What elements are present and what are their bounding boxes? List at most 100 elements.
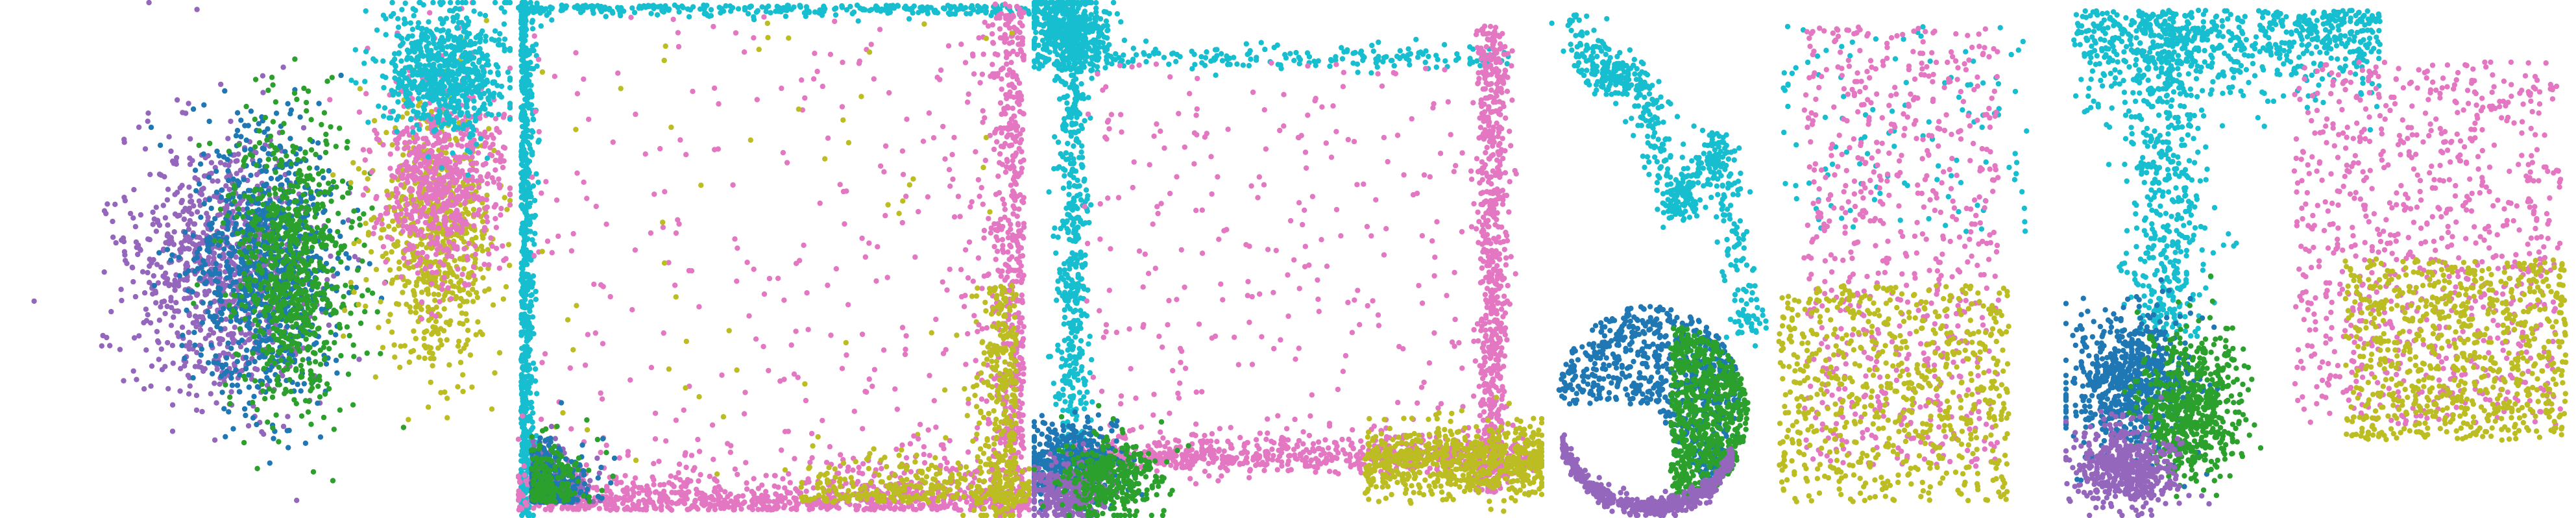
point (430, 142, 437, 149)
point (274, 207, 280, 213)
point (264, 361, 271, 367)
point (389, 280, 395, 286)
point (302, 219, 308, 225)
point (502, 46, 508, 52)
point (201, 201, 207, 207)
point (327, 97, 333, 103)
point (439, 124, 444, 130)
point (304, 108, 310, 114)
point (254, 367, 260, 373)
point (395, 114, 402, 119)
point (345, 371, 352, 377)
point (269, 354, 275, 360)
point (380, 12, 387, 18)
point (175, 280, 181, 286)
point (246, 372, 252, 378)
point (147, 256, 152, 262)
point (196, 198, 202, 204)
point (213, 168, 219, 174)
point (449, 51, 456, 57)
point (376, 103, 382, 109)
point (481, 143, 488, 149)
point (186, 329, 191, 336)
point (442, 214, 448, 220)
point (313, 297, 319, 303)
point (491, 147, 497, 153)
point (264, 225, 271, 230)
point (317, 154, 322, 160)
point (192, 342, 198, 348)
point (228, 389, 234, 395)
point (400, 290, 406, 295)
point (268, 204, 274, 210)
point (302, 149, 308, 155)
point (233, 254, 239, 260)
point (527, 185, 533, 191)
point (156, 250, 162, 256)
point (256, 128, 262, 134)
point (230, 279, 236, 286)
point (261, 182, 267, 189)
point (275, 281, 281, 287)
point (391, 342, 397, 348)
point (309, 244, 315, 251)
point (334, 271, 341, 277)
point (248, 147, 254, 153)
point (402, 65, 408, 71)
point (345, 139, 350, 145)
point (473, 332, 479, 338)
point (394, 129, 400, 134)
point (420, 53, 426, 59)
point (439, 47, 446, 53)
point (461, 265, 467, 272)
point (226, 299, 232, 304)
point (252, 188, 258, 194)
point (215, 178, 221, 184)
point (268, 250, 274, 256)
point (219, 389, 225, 395)
point (174, 190, 180, 195)
point (196, 181, 202, 187)
point (402, 343, 408, 349)
point (314, 291, 320, 297)
point (187, 383, 193, 389)
point (244, 347, 250, 353)
point (230, 339, 236, 346)
point (424, 254, 430, 260)
point (310, 177, 316, 182)
point (245, 201, 251, 206)
point (383, 32, 389, 38)
point (241, 439, 247, 446)
point (169, 343, 176, 349)
point (239, 293, 245, 299)
point (410, 129, 416, 135)
point (248, 108, 254, 114)
point (282, 149, 288, 154)
point (252, 308, 258, 314)
point (243, 103, 249, 110)
point (420, 233, 426, 240)
point (406, 359, 413, 365)
point (233, 158, 239, 164)
point (171, 241, 177, 247)
point (484, 219, 491, 225)
point (391, 51, 398, 57)
point (179, 325, 186, 330)
point (237, 326, 243, 332)
point (174, 97, 180, 103)
point (268, 298, 274, 304)
scatter-panel-1 (0, 0, 513, 518)
point (135, 251, 141, 258)
point (307, 137, 313, 143)
point (435, 153, 441, 160)
point (316, 101, 322, 106)
point (217, 253, 223, 259)
point (368, 249, 374, 255)
point (170, 360, 176, 366)
point (383, 205, 389, 211)
point (265, 419, 271, 425)
point (279, 163, 285, 169)
point (478, 243, 485, 249)
point (258, 327, 263, 333)
point (317, 394, 323, 400)
